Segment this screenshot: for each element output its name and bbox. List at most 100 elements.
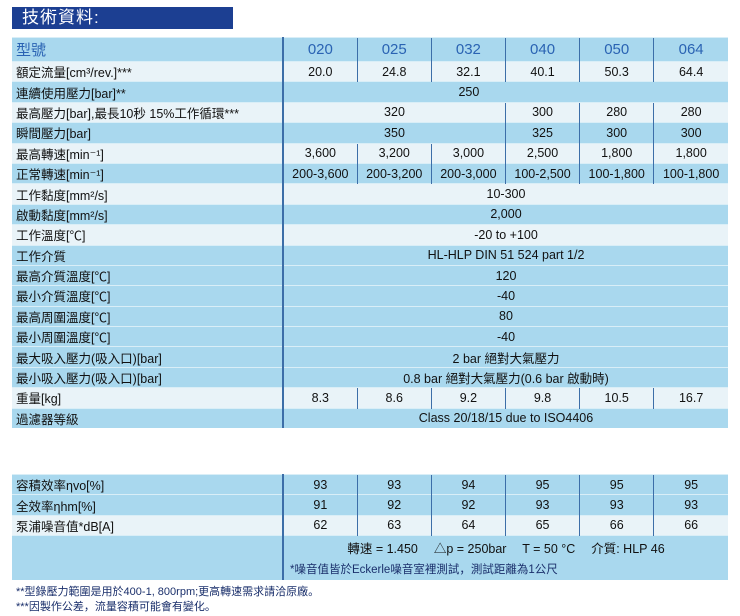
table-row: 工作黏度[mm²/s] 10-300 — [12, 183, 728, 205]
model-032: 032 — [430, 37, 506, 62]
value-cell: 100-1,800 — [653, 162, 728, 184]
value-cell: 93 — [504, 494, 580, 516]
value-cell: 3,200 — [356, 142, 432, 164]
test-conditions: 轉速 = 1.450 △p = 250bar T = 50 °C 介質: HLP… — [283, 535, 728, 559]
noise-note-row: *噪音值皆於Eckerle噪音室裡測試，測試距離為1公尺 — [12, 558, 728, 581]
table-row: 最高壓力[bar],最長10秒 15%工作循環*** 320 300 280 280 — [12, 101, 728, 123]
value-cell: 66 — [579, 514, 654, 536]
row-label: 工作溫度[℃] — [12, 224, 284, 246]
value-cell: 93 — [653, 494, 728, 516]
value-cell: 24.8 — [356, 60, 432, 82]
value-cell: 80 — [283, 305, 728, 327]
value-cell: 64 — [430, 514, 506, 536]
table-row: 最高介質溫度[℃] 120 — [12, 264, 728, 286]
table-row: 泵浦噪音值*dB[A] 62 63 64 65 66 66 — [12, 514, 728, 536]
value-cell: 95 — [579, 473, 654, 495]
value-cell: 3,600 — [283, 142, 358, 164]
noise-note: *噪音值皆於Eckerle噪音室裡測試，測試距離為1公尺 — [283, 558, 728, 581]
value-cell: 40.1 — [504, 60, 580, 82]
value-cell: 250 — [283, 81, 654, 103]
value-cell: 2,500 — [504, 142, 580, 164]
value-cell: 62 — [283, 514, 358, 536]
model-064: 064 — [653, 37, 728, 62]
value-cell: 64.4 — [653, 60, 728, 82]
value-cell: 100-1,800 — [579, 162, 654, 184]
row-label: 最高周圍溫度[℃] — [12, 305, 284, 327]
value-cell: 320 — [283, 101, 506, 123]
value-cell: 280 — [653, 101, 728, 123]
row-label: 最高壓力[bar],最長10秒 15%工作循環*** — [12, 101, 284, 123]
value-cell: 10.5 — [579, 387, 654, 409]
value-cell: 350 — [283, 122, 506, 144]
section-title: 技術資料: — [12, 7, 233, 29]
table-row: 全效率ηhm[%] 91 92 92 93 93 93 — [12, 494, 728, 516]
value-cell: 93 — [283, 473, 358, 495]
value-cell: 95 — [504, 473, 580, 495]
value-cell: Class 20/18/15 due to ISO4406 — [283, 407, 728, 429]
value-cell: -20 to +100 — [283, 224, 728, 246]
row-label: 連續使用壓力[bar]** — [12, 81, 284, 103]
value-cell: 1,800 — [579, 142, 654, 164]
value-cell: -40 — [283, 326, 728, 347]
table-row: 工作介質 HL-HLP DIN 51 524 part 1/2 — [12, 244, 728, 266]
row-label: 額定流量[cm³/rev.]*** — [12, 60, 284, 82]
value-cell: 95 — [653, 473, 728, 495]
footnote-1: **型錄壓力範圍是用於400-1, 800rpm;更高轉速需求請洽原廠。 — [16, 586, 320, 598]
value-cell: -40 — [283, 285, 728, 307]
value-cell: 300 — [504, 101, 580, 123]
model-025: 025 — [356, 37, 432, 62]
table-row: 瞬間壓力[bar] 350 325 300 300 — [12, 122, 728, 144]
value-cell: 8.6 — [356, 387, 432, 409]
value-cell: 100-2,500 — [504, 162, 580, 184]
value-cell: 2,000 — [283, 203, 728, 225]
performance-table: 容積效率ηvo[%] 93 93 94 95 95 95 全效率ηhm[%] 91 92 92 93 9… — [12, 473, 728, 581]
row-label: 最高轉速[min⁻¹] — [12, 142, 284, 164]
value-cell: HL-HLP DIN 51 524 part 1/2 — [283, 244, 728, 266]
value-cell: 94 — [430, 473, 506, 495]
conditions-row: 轉速 = 1.450 △p = 250bar T = 50 °C 介質: HLP… — [12, 535, 728, 581]
row-label: 最小周圍溫度[℃] — [12, 326, 284, 347]
table-row: 過濾器等級 Class 20/18/15 due to ISO4406 — [12, 407, 728, 429]
value-cell: 65 — [504, 514, 580, 536]
table-row: 額定流量[cm³/rev.]*** 20.0 24.8 32.1 40.1 50.3 64.… — [12, 60, 728, 82]
value-cell: 300 — [653, 122, 728, 144]
table-row: 容積效率ηvo[%] 93 93 94 95 95 95 — [12, 473, 728, 495]
value-cell: 20.0 — [283, 60, 358, 82]
row-label: 工作黏度[mm²/s] — [12, 183, 284, 205]
value-cell: 9.8 — [504, 387, 580, 409]
row-label: 容積效率ηvo[%] — [12, 473, 284, 495]
value-cell: 32.1 — [430, 60, 506, 82]
table-row: 最高轉速[min⁻¹] 3,600 3,200 3,000 2,500 1,800 1,80… — [12, 142, 728, 164]
value-cell: 93 — [579, 494, 654, 516]
value-cell: 2 bar 絕對大氣壓力 — [283, 346, 728, 368]
table-row: 連續使用壓力[bar]** 250 — [12, 81, 728, 103]
row-label: 最小介質溫度[℃] — [12, 285, 284, 307]
value-cell: 92 — [430, 494, 506, 516]
value-cell: 3,000 — [430, 142, 506, 164]
value-cell: 16.7 — [653, 387, 728, 409]
value-cell: 91 — [283, 494, 358, 516]
value-cell: 66 — [653, 514, 728, 536]
footnote-2: ***因製作公差，流量容積可能會有變化。 — [16, 601, 216, 613]
table-row: 最小吸入壓力(吸入口)[bar] 0.8 bar 絕對大氣壓力(0.6 bar 啟… — [12, 366, 728, 388]
model-050: 050 — [579, 37, 654, 62]
value-cell — [653, 81, 728, 103]
table-row: 最大吸入壓力(吸入口)[bar] 2 bar 絕對大氣壓力 — [12, 346, 728, 368]
value-cell: 50.3 — [579, 60, 654, 82]
value-cell: 200-3,600 — [283, 162, 358, 184]
value-cell: 300 — [579, 122, 654, 144]
table-row: 啟動黏度[mm²/s] 2,000 — [12, 203, 728, 225]
value-cell: 9.2 — [430, 387, 506, 409]
value-cell: 1,800 — [653, 142, 728, 164]
table-row: 正常轉速[min⁻¹] 200-3,600 200-3,200 200-3,000 10… — [12, 162, 728, 184]
model-label: 型號 — [12, 37, 284, 62]
value-cell: 325 — [504, 122, 580, 144]
row-label: 重量[kg] — [12, 387, 284, 409]
table-row: 最小介質溫度[℃] -40 — [12, 285, 728, 307]
table-row: 工作溫度[℃] -20 to +100 — [12, 224, 728, 246]
row-label: 最大吸入壓力(吸入口)[bar] — [12, 346, 284, 368]
value-cell: 92 — [356, 494, 432, 516]
row-label: 最小吸入壓力(吸入口)[bar] — [12, 366, 284, 388]
row-label: 正常轉速[min⁻¹] — [12, 162, 284, 184]
row-label: 最高介質溫度[℃] — [12, 264, 284, 286]
